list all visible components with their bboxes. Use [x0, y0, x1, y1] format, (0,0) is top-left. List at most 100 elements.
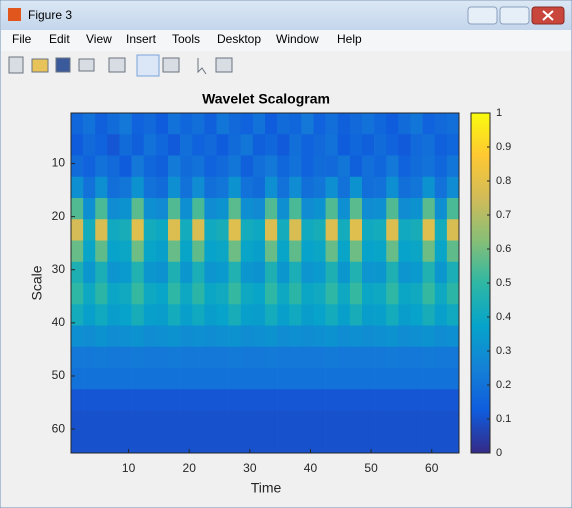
- colorbar-tick-label: 1: [496, 107, 502, 119]
- colorbar-toggle[interactable]: [136, 54, 160, 77]
- heatmap-cell: [410, 431, 423, 454]
- heatmap-cell: [362, 431, 375, 454]
- heatmap-cell: [155, 410, 169, 433]
- heatmap-cell: [71, 325, 84, 348]
- legend-icon[interactable]: [162, 57, 180, 73]
- heatmap-cell: [143, 155, 157, 178]
- x-tick-label: 20: [183, 461, 197, 475]
- heatmap-cell: [204, 240, 217, 263]
- new-icon[interactable]: [8, 56, 24, 74]
- heatmap-cell: [410, 219, 423, 241]
- open-icon[interactable]: [31, 58, 49, 73]
- heatmap-cell: [301, 389, 314, 411]
- heatmap-cell: [277, 198, 290, 220]
- heatmap-cell: [131, 283, 145, 305]
- minimize-button[interactable]: [467, 6, 498, 25]
- heatmap-cell: [265, 113, 278, 135]
- heatmap-cell: [289, 431, 302, 454]
- heatmap-cell: [204, 198, 217, 220]
- heatmap-cell: [265, 240, 278, 263]
- heatmap-cell: [83, 219, 96, 241]
- heatmap-cell: [277, 219, 290, 241]
- menu-item[interactable]: View: [86, 32, 112, 46]
- maximize-button[interactable]: [499, 6, 530, 25]
- heatmap-cell: [265, 410, 278, 433]
- heatmap-cell: [155, 346, 169, 369]
- heatmap-cell: [277, 431, 290, 454]
- heatmap-cell: [83, 410, 96, 433]
- heatmap-cell: [180, 431, 193, 454]
- heatmap-cell: [168, 240, 181, 263]
- heatmap-cell: [95, 431, 108, 454]
- heatmap-cell: [143, 304, 157, 326]
- menu-item[interactable]: Help: [337, 32, 362, 46]
- menu-item[interactable]: Desktop: [217, 32, 261, 46]
- heatmap-cell: [289, 325, 302, 348]
- menu-item[interactable]: Edit: [49, 32, 70, 46]
- menu-item[interactable]: Insert: [126, 32, 157, 46]
- heatmap-cell: [289, 283, 302, 305]
- heatmap-cell: [240, 410, 254, 433]
- heatmap-cell: [362, 176, 375, 199]
- heatmap-cell: [240, 431, 254, 454]
- heatmap-cell: [277, 134, 290, 156]
- heatmap-cell: [313, 134, 326, 156]
- heatmap-cell: [180, 261, 193, 284]
- heatmap-cell: [204, 389, 217, 411]
- link-icon[interactable]: [108, 57, 126, 73]
- heatmap-cell: [386, 155, 399, 178]
- heatmap-cell: [83, 134, 96, 156]
- heatmap-cell: [83, 198, 96, 220]
- heatmap-cell: [216, 134, 229, 156]
- print-icon[interactable]: [78, 58, 95, 72]
- heatmap-cell: [386, 176, 399, 199]
- heatmap-cell: [83, 155, 96, 178]
- heatmap-cell: [434, 176, 448, 199]
- heatmap-cell: [168, 134, 181, 156]
- save-icon[interactable]: [55, 57, 71, 73]
- heatmap-cell: [143, 283, 157, 305]
- heatmap-cell: [107, 346, 120, 369]
- menu: File Edit View Insert Tools Desktop Window Help: [12, 32, 362, 46]
- menu-item[interactable]: File: [12, 32, 32, 46]
- heatmap-cell: [119, 113, 132, 135]
- heatmap-cell: [301, 283, 314, 305]
- property-icon[interactable]: [215, 57, 233, 73]
- heatmap-cell: [240, 261, 254, 284]
- heatmap-cell: [374, 219, 387, 241]
- heatmap-cell: [325, 113, 339, 135]
- heatmap-cell: [374, 389, 387, 411]
- heatmap-cell: [277, 155, 290, 178]
- heatmap-cell: [107, 134, 120, 156]
- heatmap-cell: [180, 368, 193, 390]
- colorbar-tick-label: 0.6: [496, 243, 511, 255]
- heatmap-cell: [204, 155, 217, 178]
- heatmap-cell: [240, 134, 254, 156]
- pointer-icon[interactable]: [197, 58, 207, 75]
- heatmap-cell: [422, 198, 436, 220]
- heatmap-cell: [349, 219, 363, 241]
- x-tick-label: 50: [364, 461, 378, 475]
- heatmap-cell: [180, 346, 193, 369]
- heatmap-cell: [410, 368, 423, 390]
- heatmap-cell: [337, 283, 351, 305]
- heatmap-cell: [301, 176, 314, 199]
- heatmap-cell: [95, 304, 108, 326]
- heatmap-cell: [252, 198, 266, 220]
- heatmap-cell: [386, 325, 399, 348]
- heatmap-cell: [349, 176, 363, 199]
- heatmap-cell: [277, 368, 290, 390]
- heatmap-cell: [337, 304, 351, 326]
- heatmap-cell: [216, 240, 229, 263]
- heatmap-cell: [410, 410, 423, 433]
- heatmap-cell: [349, 304, 363, 326]
- menu-item[interactable]: Tools: [172, 32, 200, 46]
- heatmap-cell: [155, 219, 169, 241]
- menu-item[interactable]: Window: [276, 32, 319, 46]
- heatmap-cell: [398, 176, 411, 199]
- heatmap-cell: [192, 431, 205, 454]
- heatmap-cell: [410, 283, 423, 305]
- heatmap-cell: [107, 240, 120, 263]
- heatmap-cell: [216, 283, 229, 305]
- heatmap-cell: [240, 304, 254, 326]
